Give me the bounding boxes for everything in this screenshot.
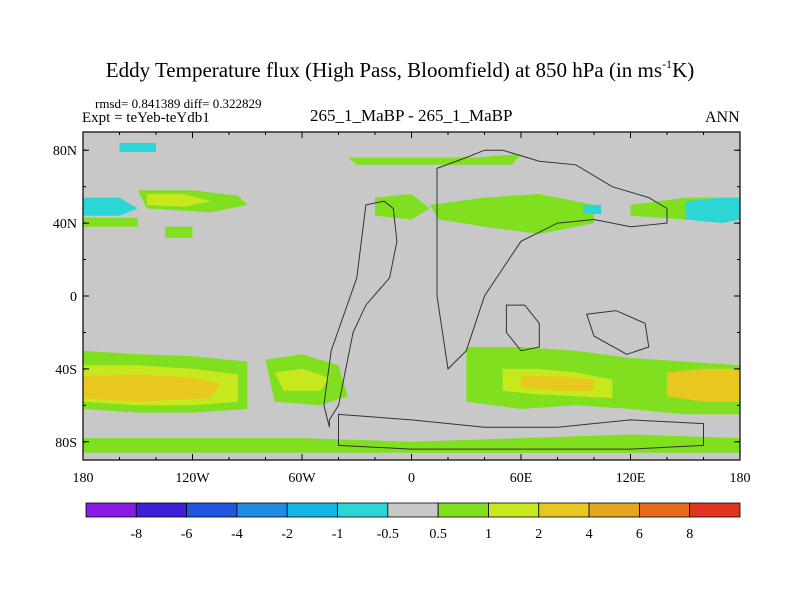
experiment-label: Expt = teYeb-teYdb1 [82, 110, 210, 126]
colorbar-label-7: 1 [485, 527, 492, 542]
flux-region-14 [83, 217, 138, 227]
colorbar-swatch-0 [85, 502, 137, 518]
flux-region-13 [429, 194, 594, 234]
continent-outline-4 [338, 413, 704, 450]
y-tick-label-4: 80S [55, 436, 77, 451]
colorbar-swatch-9 [538, 502, 590, 518]
y-tick-label-1: 40N [53, 217, 77, 232]
colorbar-swatch-10 [588, 502, 640, 518]
colorbar-label-11: 8 [686, 527, 693, 542]
x-tick-label-1: 120W [175, 471, 210, 486]
flux-region-17 [83, 197, 138, 216]
flux-region-21 [83, 434, 740, 453]
flux-region-2 [83, 374, 220, 402]
x-tick-label-4: 60E [510, 471, 533, 486]
x-tick-label-2: 60W [288, 471, 316, 486]
colorbar-swatch-3 [236, 502, 288, 518]
colorbar-swatch-1 [135, 502, 188, 518]
stats-text: rmsd= 0.841389 diff= 0.322829 [95, 96, 262, 111]
continent-outline-2 [505, 304, 540, 352]
x-tick-label-6: 180 [730, 471, 751, 486]
colorbar-swatch-12 [689, 502, 741, 518]
flux-region-20 [583, 204, 602, 214]
y-tick-label-3: 40S [55, 363, 77, 378]
flux-region-12 [347, 153, 521, 165]
colorbar-label-3: -2 [281, 527, 293, 542]
colorbar-swatch-6 [387, 502, 439, 518]
colorbar-swatch-5 [337, 502, 389, 518]
colorbar-label-8: 2 [535, 527, 542, 542]
flux-region-19 [685, 197, 740, 224]
chart-title: Eddy Temperature flux (High Pass, Bloomf… [105, 57, 695, 82]
colorbar-label-6: 0.5 [429, 527, 447, 542]
continent-outline-3 [586, 310, 650, 355]
flux-region-7 [667, 368, 740, 402]
colorbar-label-1: -6 [181, 527, 193, 542]
flux-region-11 [375, 194, 430, 220]
colorbar-label-4: -1 [332, 527, 344, 542]
colorbar-swatch-4 [286, 502, 338, 518]
colorbar-label-2: -4 [231, 527, 243, 542]
flux-region-10 [146, 194, 211, 207]
colorbar-swatch-11 [638, 502, 691, 518]
colorbar-label-0: -8 [130, 527, 142, 542]
comparison-label: 265_1_MaBP - 265_1_MaBP [310, 106, 513, 125]
y-tick-label-0: 80N [53, 144, 77, 159]
x-tick-label-0: 180 [73, 471, 94, 486]
colorbar-swatch-2 [186, 502, 238, 518]
colorbar-label-9: 4 [586, 527, 593, 542]
continent-outline-1 [436, 149, 668, 370]
flux-region-8 [521, 376, 594, 391]
x-tick-label-3: 0 [408, 471, 415, 486]
colorbar-swatch-8 [488, 502, 540, 518]
colorbar-swatch-7 [437, 502, 489, 518]
flux-region-4 [274, 368, 330, 391]
colorbar-label-10: 6 [636, 527, 643, 542]
flux-region-15 [165, 226, 193, 238]
x-tick-label-5: 120E [616, 471, 646, 486]
y-tick-label-2: 0 [70, 290, 77, 305]
colorbar-label-5: -0.5 [377, 527, 399, 542]
continent-outline-0 [323, 200, 398, 428]
season-label: ANN [705, 109, 740, 126]
flux-region-18 [119, 142, 156, 152]
